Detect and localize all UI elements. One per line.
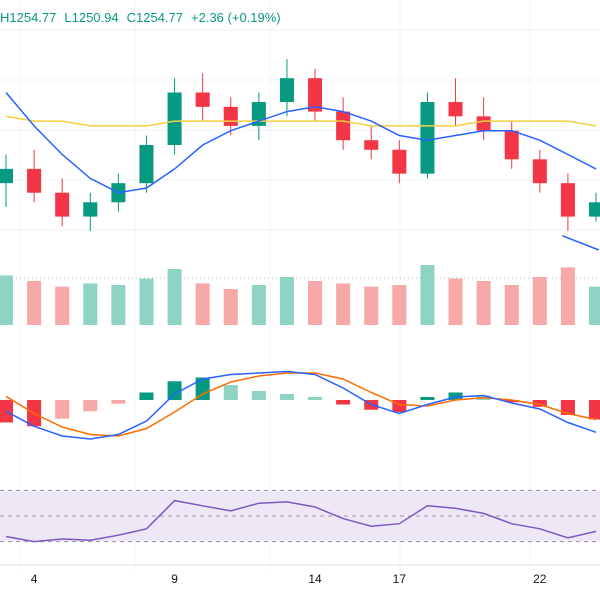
x-tick-label: 14 [308, 572, 322, 586]
volume-bar [27, 281, 42, 325]
close-value: C1254.77 [126, 10, 184, 25]
volume-bar [560, 267, 575, 325]
macd-histogram-bar [55, 400, 70, 419]
candle-body [364, 140, 379, 150]
candle-body [55, 192, 70, 217]
volume-bar [476, 281, 491, 325]
macd-histogram-bar [560, 400, 575, 415]
volume-bar [0, 275, 14, 325]
candle-body [223, 106, 238, 126]
volume-bar [588, 286, 600, 325]
macd-histogram-bar [279, 394, 294, 400]
volume-bar [195, 283, 210, 325]
volume-bar [364, 286, 379, 325]
macd-histogram-bar [111, 400, 126, 404]
macd-histogram-bar [139, 392, 154, 400]
macd-histogram-bar [223, 385, 238, 400]
volume-bar [223, 289, 238, 325]
change-value: +2.36 (+0.19%) [191, 10, 281, 25]
volume-bar [167, 269, 182, 325]
macd-histogram-bar [532, 400, 547, 407]
volume-bar [420, 265, 435, 325]
macd-histogram-bar [167, 381, 182, 400]
macd-histogram-bar [420, 397, 435, 400]
candle-body [448, 102, 463, 117]
trendline [562, 234, 600, 251]
low-value: L1250.94 [64, 10, 119, 25]
ma-slow-line [5, 115, 597, 127]
x-axis: 4 9 14 17 22 [0, 564, 600, 586]
x-tick-label: 22 [533, 572, 547, 586]
volume-bar [336, 283, 351, 325]
price-pane[interactable] [0, 59, 600, 251]
volume-bar [111, 285, 126, 325]
macd-histogram-bar [251, 391, 266, 400]
volume-bar [392, 285, 407, 325]
candle-body [0, 168, 14, 184]
candle-body [308, 78, 323, 112]
macd-line [5, 370, 597, 440]
candle-body [279, 78, 294, 103]
candle-body [504, 130, 519, 160]
macd-histogram-bar [308, 397, 323, 400]
candle-body [532, 159, 547, 184]
candle-body [195, 92, 210, 107]
candle-body [588, 202, 600, 217]
macd-histogram-bar [504, 400, 519, 403]
candle-body [392, 149, 407, 174]
volume-bar [55, 286, 70, 325]
x-tick-label: 9 [171, 572, 178, 586]
rsi-pane[interactable] [0, 489, 600, 543]
macd-histogram-bar [195, 377, 210, 400]
candle-body [476, 116, 491, 131]
volume-bar [83, 283, 98, 325]
ma-fast-line [5, 92, 597, 194]
rsi-line [5, 499, 597, 543]
macd-histogram-bar [336, 400, 351, 405]
volume-bar [251, 285, 266, 325]
volume-bar [308, 281, 323, 325]
candle-body [83, 202, 98, 217]
macd-histogram-bar [83, 400, 98, 412]
candle-body [336, 111, 351, 141]
candle-body [560, 183, 575, 217]
volume-bar [448, 278, 463, 325]
candle-body [420, 102, 435, 174]
volume-pane [0, 265, 600, 325]
volume-bar [504, 285, 519, 325]
high-value: H1254.77 [0, 10, 57, 25]
candle-body [139, 145, 154, 184]
macd-pane[interactable] [0, 370, 600, 440]
x-tick-label: 17 [393, 572, 407, 586]
volume-bar [139, 278, 154, 325]
volume-bar [279, 277, 294, 325]
macd-histogram-bar [588, 400, 600, 420]
ohlc-header: H1254.77 L1250.94 C1254.77 +2.36 (+0.19%… [0, 8, 281, 28]
candle-body [27, 168, 42, 193]
candle-body [167, 92, 182, 145]
x-tick-label: 4 [31, 572, 38, 586]
volume-bar [532, 277, 547, 325]
